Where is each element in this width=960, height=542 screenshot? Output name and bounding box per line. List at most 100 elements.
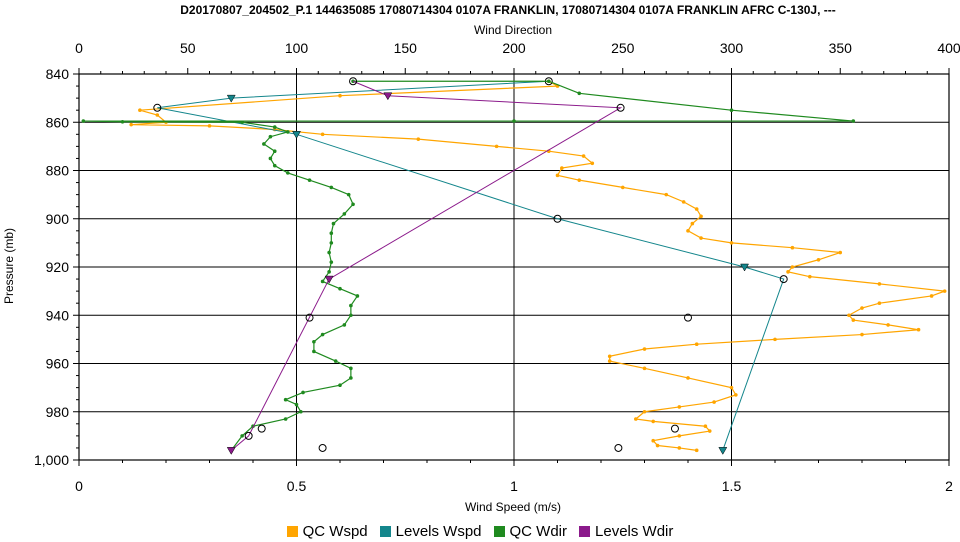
marker-triangle-levels-wspd bbox=[226, 94, 236, 103]
marker-circle-levels-wspd bbox=[153, 103, 162, 112]
point-qc-wdir bbox=[268, 134, 273, 139]
point-qc-wspd bbox=[942, 289, 947, 293]
point-qc-wspd bbox=[642, 347, 647, 351]
point-qc-wspd bbox=[860, 332, 864, 337]
point-qc-wdir bbox=[729, 108, 734, 112]
point-qc-wspd bbox=[773, 337, 777, 342]
chart-svg: D20170807_204502_P.1 144635085 170807143… bbox=[2, 3, 960, 514]
point-qc-wspd bbox=[694, 342, 699, 347]
point-qc-wdir bbox=[320, 279, 325, 284]
open-marker bbox=[305, 313, 314, 322]
point-qc-wdir bbox=[286, 130, 290, 134]
x-top-tick-label: 100 bbox=[285, 40, 309, 56]
legend-item-levels-wdir[interactable]: Levels Wdir bbox=[579, 523, 673, 540]
point-qc-wspd bbox=[620, 185, 625, 190]
y-tick-label: 900 bbox=[46, 211, 70, 227]
x-bottom-tick-label: 0 bbox=[75, 478, 83, 494]
legend-item-levels-wspd[interactable]: Levels Wspd bbox=[379, 522, 482, 540]
legend-swatch-levels-wspd bbox=[379, 525, 391, 537]
point-qc-wdir bbox=[512, 119, 516, 123]
point-qc-wspd bbox=[416, 137, 421, 141]
y-tick-label: 980 bbox=[46, 404, 70, 420]
point-qc-wspd bbox=[707, 429, 712, 433]
point-qc-wdir bbox=[547, 79, 551, 84]
point-qc-wspd bbox=[847, 313, 851, 318]
point-qc-wspd bbox=[694, 207, 699, 211]
point-qc-wspd bbox=[677, 405, 682, 409]
point-qc-wspd bbox=[877, 301, 882, 305]
point-qc-wspd bbox=[690, 221, 695, 226]
point-qc-wspd bbox=[860, 306, 864, 310]
legend-item-qc-wspd[interactable]: QC Wspd bbox=[286, 522, 368, 540]
x-bottom-tick-label: 1.5 bbox=[722, 478, 742, 494]
point-qc-wspd bbox=[677, 434, 682, 438]
legend-item-qc-wdir[interactable]: QC Wdir bbox=[493, 523, 567, 540]
point-qc-wspd bbox=[577, 178, 582, 182]
marker-circle-levels-wspd bbox=[779, 275, 788, 284]
marker-circle-levels-wspd bbox=[553, 214, 562, 223]
point-qc-wspd bbox=[664, 192, 669, 197]
point-qc-wspd bbox=[929, 294, 934, 298]
point-qc-wdir bbox=[307, 178, 312, 182]
point-qc-wdir bbox=[240, 120, 244, 125]
point-qc-wspd bbox=[138, 108, 142, 112]
y-tick-label: 920 bbox=[46, 259, 70, 275]
point-qc-wspd bbox=[677, 446, 682, 450]
x-top-tick-label: 400 bbox=[937, 40, 960, 56]
open-marker bbox=[257, 424, 266, 433]
marker-triangle-levels-wdir bbox=[226, 447, 236, 455]
point-qc-wdir bbox=[346, 192, 351, 197]
point-qc-wspd bbox=[207, 124, 212, 128]
point-qc-wspd bbox=[686, 376, 690, 380]
marker-circle-levels-wdir bbox=[616, 103, 625, 112]
point-qc-wdir bbox=[283, 417, 288, 421]
point-qc-wdir bbox=[240, 434, 244, 438]
point-qc-wspd bbox=[729, 241, 734, 245]
legend-label-qc-wspd: QC Wspd bbox=[302, 522, 368, 540]
point-qc-wspd bbox=[790, 245, 795, 250]
point-qc-wdir bbox=[301, 390, 305, 395]
point-qc-wdir bbox=[331, 221, 336, 226]
point-qc-wspd bbox=[916, 327, 921, 332]
point-qc-wspd bbox=[560, 166, 564, 170]
point-qc-wspd bbox=[129, 122, 133, 127]
point-qc-wspd bbox=[642, 366, 647, 371]
point-qc-wdir bbox=[312, 349, 316, 354]
point-qc-wdir bbox=[349, 376, 353, 380]
point-qc-wspd bbox=[694, 448, 699, 453]
marker-triangle-levels-wdir bbox=[383, 92, 393, 101]
point-qc-wdir bbox=[351, 202, 355, 207]
point-qc-wdir bbox=[283, 397, 288, 402]
point-qc-wdir bbox=[577, 91, 582, 96]
point-qc-wdir bbox=[299, 409, 303, 414]
y-tick-label: 880 bbox=[46, 163, 70, 179]
point-qc-wdir bbox=[349, 303, 353, 308]
point-qc-wdir bbox=[262, 142, 266, 146]
legend-label-levels-wspd: Levels Wspd bbox=[395, 522, 482, 540]
x-top-tick-label: 300 bbox=[720, 40, 744, 56]
point-qc-wdir bbox=[851, 119, 856, 123]
point-qc-wdir bbox=[320, 332, 325, 337]
point-qc-wspd bbox=[651, 438, 655, 443]
point-qc-wspd bbox=[581, 154, 586, 158]
point-qc-wspd bbox=[642, 409, 647, 414]
top-axis-label: Wind Direction bbox=[474, 23, 552, 37]
point-qc-wdir bbox=[312, 339, 316, 344]
point-qc-wdir bbox=[349, 366, 353, 371]
point-qc-wdir bbox=[333, 359, 338, 363]
point-qc-wdir bbox=[349, 313, 353, 318]
y-tick-label: 960 bbox=[46, 356, 70, 372]
point-qc-wspd bbox=[634, 417, 638, 421]
point-qc-wspd bbox=[729, 385, 734, 390]
marker-triangle-levels-wspd bbox=[718, 447, 728, 455]
open-marker bbox=[684, 313, 692, 322]
point-qc-wdir bbox=[342, 212, 347, 216]
point-qc-wspd bbox=[734, 393, 738, 397]
point-qc-wspd bbox=[655, 443, 660, 448]
x-top-tick-label: 50 bbox=[180, 40, 196, 56]
point-qc-wdir bbox=[81, 119, 86, 123]
point-qc-wspd bbox=[877, 282, 882, 286]
x-top-tick-label: 350 bbox=[829, 40, 853, 56]
point-qc-wdir bbox=[327, 250, 331, 255]
